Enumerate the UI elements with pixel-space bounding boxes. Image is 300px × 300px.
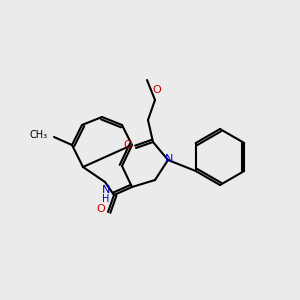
Text: O: O xyxy=(123,140,132,150)
Text: N: N xyxy=(102,185,110,195)
Text: O: O xyxy=(96,204,105,214)
Text: O: O xyxy=(153,85,161,95)
Text: N: N xyxy=(165,154,173,164)
Text: H: H xyxy=(102,194,110,204)
Text: CH₃: CH₃ xyxy=(30,130,48,140)
